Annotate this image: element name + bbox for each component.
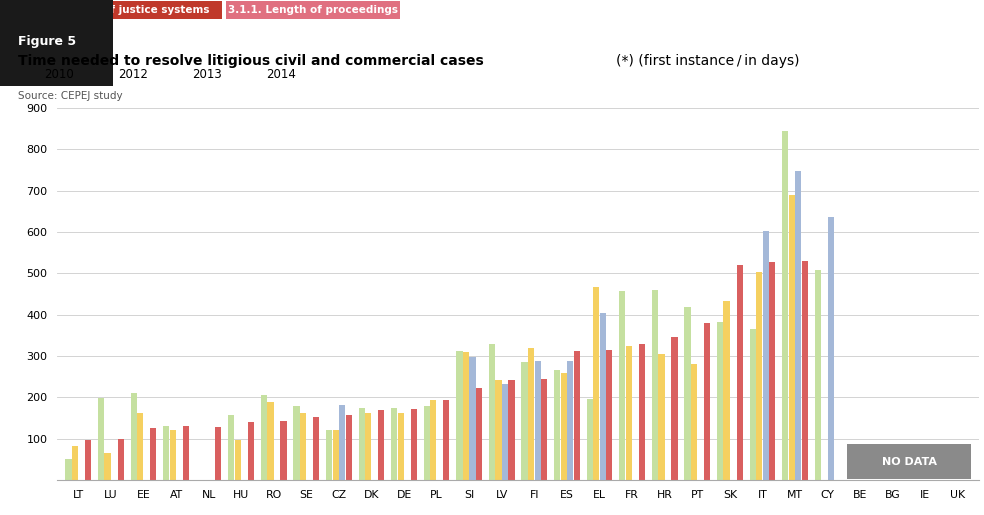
- Bar: [593, 287, 599, 480]
- Bar: [300, 413, 306, 480]
- Bar: [828, 217, 833, 480]
- Bar: [85, 440, 92, 480]
- Bar: [65, 459, 72, 480]
- Bar: [117, 439, 124, 480]
- Text: Time needed to resolve litigious civil and commercial cases: Time needed to resolve litigious civil a…: [18, 54, 483, 68]
- Bar: [392, 408, 398, 480]
- Bar: [534, 360, 541, 480]
- Bar: [280, 421, 286, 480]
- Text: 2014: 2014: [266, 68, 295, 81]
- Bar: [671, 337, 678, 480]
- Bar: [599, 313, 606, 480]
- Bar: [131, 393, 137, 480]
- Bar: [509, 380, 515, 480]
- Bar: [378, 410, 385, 480]
- Text: 3.1.1. Length of proceedings: 3.1.1. Length of proceedings: [228, 5, 398, 15]
- Bar: [658, 354, 664, 480]
- Bar: [763, 231, 769, 480]
- Bar: [469, 357, 475, 480]
- Bar: [326, 430, 333, 480]
- Bar: [586, 400, 592, 480]
- Bar: [541, 379, 547, 480]
- Bar: [169, 431, 176, 480]
- Bar: [788, 195, 795, 480]
- Bar: [756, 272, 763, 480]
- Bar: [522, 362, 527, 480]
- Bar: [685, 307, 691, 480]
- Bar: [567, 362, 574, 480]
- Bar: [561, 372, 567, 480]
- Bar: [651, 290, 658, 480]
- Text: 2010: 2010: [44, 68, 74, 81]
- Bar: [717, 322, 723, 480]
- Bar: [769, 262, 775, 480]
- Bar: [502, 384, 508, 480]
- Text: (*) (first instance / in days): (*) (first instance / in days): [616, 54, 799, 68]
- Bar: [802, 261, 808, 480]
- Bar: [606, 350, 612, 480]
- Bar: [183, 426, 189, 480]
- Bar: [333, 431, 338, 480]
- Bar: [444, 400, 450, 480]
- Bar: [750, 329, 756, 480]
- Bar: [248, 422, 254, 480]
- FancyBboxPatch shape: [847, 444, 971, 479]
- Bar: [261, 396, 267, 480]
- Bar: [723, 301, 730, 480]
- Bar: [795, 171, 801, 480]
- Bar: [228, 415, 234, 480]
- Bar: [235, 440, 241, 480]
- Text: 3.1. Efficiency of justice systems: 3.1. Efficiency of justice systems: [17, 5, 210, 15]
- Bar: [358, 408, 365, 480]
- Bar: [815, 270, 821, 480]
- Bar: [365, 413, 371, 480]
- Bar: [104, 453, 110, 480]
- Bar: [489, 344, 495, 480]
- Bar: [457, 351, 462, 480]
- Text: 2013: 2013: [192, 68, 221, 81]
- Bar: [691, 364, 697, 480]
- Bar: [574, 351, 580, 480]
- Bar: [313, 417, 319, 480]
- Bar: [137, 413, 144, 480]
- Bar: [151, 428, 156, 480]
- Bar: [339, 405, 345, 480]
- Bar: [72, 445, 78, 480]
- Bar: [639, 344, 645, 480]
- Bar: [495, 380, 502, 480]
- Bar: [736, 265, 743, 480]
- Bar: [704, 323, 710, 480]
- Bar: [626, 346, 632, 480]
- Text: Figure 5: Figure 5: [18, 35, 76, 48]
- Bar: [554, 370, 560, 480]
- Bar: [345, 415, 351, 480]
- Bar: [430, 400, 437, 480]
- Text: Source: CEPEJ study: Source: CEPEJ study: [18, 91, 122, 101]
- Bar: [226, 1, 400, 19]
- Bar: [410, 408, 417, 480]
- Bar: [398, 413, 403, 480]
- Bar: [424, 406, 430, 480]
- Bar: [293, 406, 300, 480]
- Bar: [215, 427, 221, 480]
- Bar: [98, 398, 104, 480]
- Bar: [619, 291, 626, 480]
- Text: NO DATA: NO DATA: [882, 457, 937, 467]
- Bar: [528, 348, 534, 480]
- Bar: [4, 1, 222, 19]
- Bar: [476, 388, 482, 480]
- Bar: [268, 402, 274, 480]
- Bar: [163, 426, 169, 480]
- Bar: [462, 352, 469, 480]
- Text: 2012: 2012: [118, 68, 148, 81]
- Bar: [782, 131, 788, 480]
